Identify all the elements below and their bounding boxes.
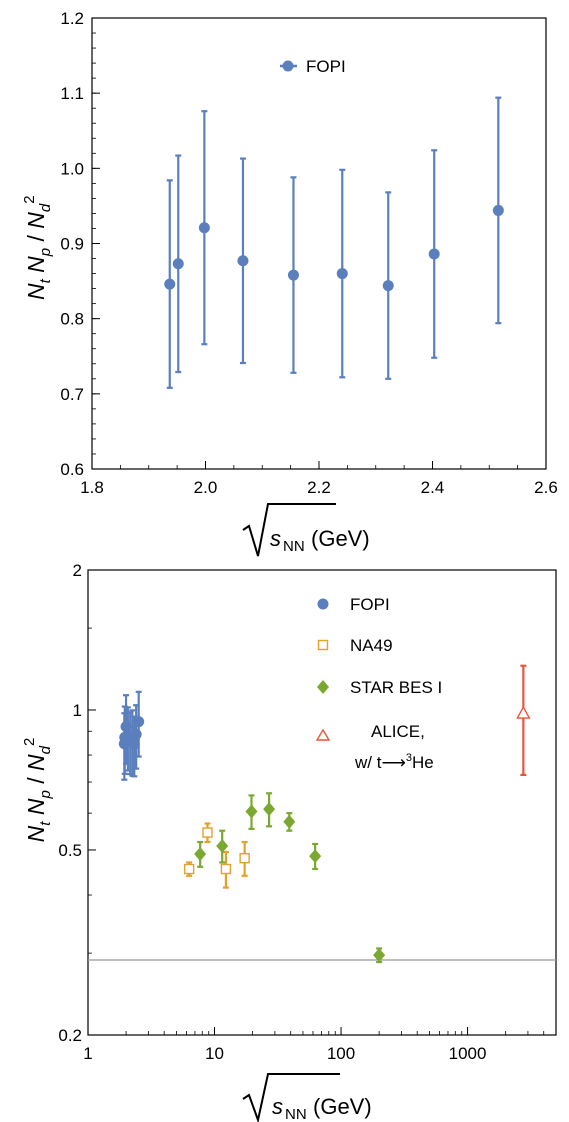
bottom-legend-alice-marker xyxy=(317,730,329,740)
bottom-y-tick-label: 1 xyxy=(73,701,82,720)
bottom-star-bes-i-point xyxy=(309,849,321,863)
svg-text:(GeV): (GeV) xyxy=(313,1094,372,1119)
bottom-x-tick-label: 1000 xyxy=(449,1044,487,1063)
top-legend-fopi-marker xyxy=(283,61,294,72)
top-y-tick-label: 0.8 xyxy=(60,310,84,329)
bottom-x-tick-label: 100 xyxy=(327,1044,355,1063)
bottom-legend-na49-marker xyxy=(319,641,328,650)
bottom-fopi-point xyxy=(131,729,142,740)
top-x-tick-label: 1.8 xyxy=(80,478,104,497)
bottom-na49-point xyxy=(185,865,194,874)
top-y-tick-label: 1.2 xyxy=(60,9,84,28)
top-legend: FOPI xyxy=(280,57,346,76)
bottom-x-axis-label: s NN (GeV) xyxy=(243,1074,372,1122)
bottom-star-bes-i-point xyxy=(245,804,257,818)
bottom-axis-ticks: 1 10 100 1000 0.2 0.5 1 2 xyxy=(58,561,556,1063)
bottom-plot-frame xyxy=(88,570,556,1035)
bottom-legend-fopi-label: FOPI xyxy=(350,595,390,614)
top-y-tick-label: 1.1 xyxy=(60,84,84,103)
top-x-tick-label: 2.6 xyxy=(534,478,558,497)
top-fopi-point xyxy=(173,258,184,269)
bottom-legend-star-marker xyxy=(317,680,329,694)
bottom-legend-alice-label-line2: w/ t⟶3He xyxy=(354,752,434,772)
svg-text:s: s xyxy=(270,526,281,551)
bottom-legend-na49-label: NA49 xyxy=(350,636,393,655)
top-x-tick-label: 2.0 xyxy=(194,478,218,497)
bottom-star-bes-i-point xyxy=(263,802,275,816)
top-fopi-point xyxy=(288,270,299,281)
top-fopi-point xyxy=(199,222,210,233)
top-x-axis-label: s NN (GeV) xyxy=(243,504,370,556)
top-fopi-point xyxy=(237,255,248,266)
top-axis-ticks: 1.8 2.0 2.2 2.4 2.6 0.6 0.7 0.8 0.9 1.0 1.1 1.2 xyxy=(60,9,557,497)
top-y-tick-label: 0.6 xyxy=(60,460,84,479)
top-fopi-point xyxy=(337,268,348,279)
bottom-x-tick-label: 1 xyxy=(83,1044,92,1063)
bottom-star-bes-i-point xyxy=(283,815,295,829)
bottom-y-tick-label: 2 xyxy=(73,561,82,580)
top-data-marks xyxy=(164,98,504,388)
svg-text:NN: NN xyxy=(285,1106,307,1122)
bottom-star-bes-i-point xyxy=(216,839,228,853)
top-x-tick-label: 2.4 xyxy=(421,478,445,497)
top-y-tick-label: 0.9 xyxy=(60,235,84,254)
bottom-x-tick-label: 10 xyxy=(205,1044,224,1063)
top-y-tick-label: 0.7 xyxy=(60,385,84,404)
top-y-tick-label: 1.0 xyxy=(60,159,84,178)
bottom-alice-error-bar xyxy=(520,666,526,775)
top-fopi-point xyxy=(164,279,175,290)
top-y-axis-label: Nt Np / Nd2 xyxy=(21,195,54,300)
top-x-tick-label: 2.2 xyxy=(307,478,331,497)
bottom-legend: FOPI NA49 STAR BES I ALICE, w/ t⟶3He xyxy=(317,595,442,772)
bottom-legend-star-label: STAR BES I xyxy=(350,678,442,697)
top-chart: 1.8 2.0 2.2 2.4 2.6 0.6 0.7 0.8 0.9 1.0 1.1 1.2 FOP… xyxy=(21,9,558,556)
top-fopi-point xyxy=(383,280,394,291)
bottom-na49-point xyxy=(221,865,230,874)
top-fopi-point xyxy=(429,249,440,260)
bottom-chart: 1 10 100 1000 0.2 0.5 1 2 FOPI NA49 STAR BES I … xyxy=(21,561,556,1122)
bottom-data-marks xyxy=(119,666,530,962)
svg-text:(GeV): (GeV) xyxy=(311,526,370,551)
bottom-alice-point xyxy=(517,707,529,718)
bottom-fopi-point xyxy=(133,716,144,727)
bottom-y-tick-label: 0.2 xyxy=(58,1026,82,1045)
bottom-na49-point xyxy=(240,854,249,863)
svg-text:NN: NN xyxy=(283,538,305,555)
bottom-y-tick-label: 0.5 xyxy=(58,841,82,860)
bottom-legend-alice-label: ALICE, xyxy=(371,722,425,741)
top-fopi-point xyxy=(493,205,504,216)
bottom-y-axis-label: Nt Np / Nd2 xyxy=(21,738,54,843)
top-legend-fopi-label: FOPI xyxy=(306,57,346,76)
top-plot-frame xyxy=(92,18,546,469)
svg-text:s: s xyxy=(272,1094,283,1119)
bottom-legend-fopi-marker xyxy=(318,599,329,610)
bottom-na49-point xyxy=(203,828,212,837)
bottom-star-bes-i-point xyxy=(194,847,206,861)
